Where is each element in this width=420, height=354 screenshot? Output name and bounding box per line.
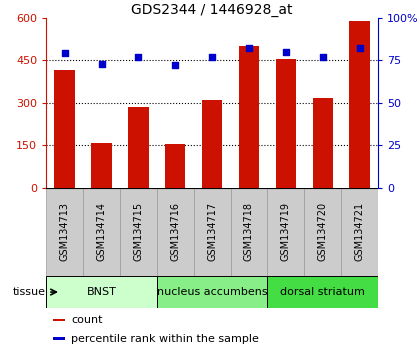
Bar: [304, 188, 341, 276]
Text: BNST: BNST: [87, 287, 116, 297]
Text: count: count: [71, 315, 103, 325]
Bar: [128, 107, 149, 188]
Bar: [157, 276, 268, 308]
Bar: [268, 188, 304, 276]
Bar: [53, 337, 65, 340]
Point: [319, 54, 326, 59]
Bar: [268, 276, 378, 308]
Text: GSM134716: GSM134716: [170, 202, 180, 261]
Text: GSM134718: GSM134718: [244, 202, 254, 261]
Bar: [120, 188, 157, 276]
Bar: [46, 188, 83, 276]
Bar: [202, 100, 222, 188]
Text: nucleus accumbens: nucleus accumbens: [157, 287, 268, 297]
Bar: [349, 21, 370, 188]
Bar: [231, 188, 268, 276]
Point: [135, 54, 142, 59]
Text: GSM134721: GSM134721: [354, 202, 365, 262]
Point: [283, 49, 289, 55]
Bar: [53, 319, 65, 321]
Text: GSM134713: GSM134713: [60, 202, 70, 261]
Text: percentile rank within the sample: percentile rank within the sample: [71, 333, 259, 344]
Bar: [55, 70, 75, 188]
Point: [98, 61, 105, 67]
Bar: [46, 276, 157, 308]
Bar: [92, 143, 112, 188]
Bar: [165, 144, 185, 188]
Point: [246, 45, 252, 51]
Point: [356, 45, 363, 51]
Title: GDS2344 / 1446928_at: GDS2344 / 1446928_at: [131, 3, 293, 17]
Bar: [194, 188, 231, 276]
Point: [172, 62, 178, 68]
Text: GSM134719: GSM134719: [281, 202, 291, 261]
Bar: [83, 188, 120, 276]
Text: GSM134717: GSM134717: [207, 202, 217, 262]
Bar: [239, 46, 259, 188]
Bar: [276, 59, 296, 188]
Bar: [157, 188, 194, 276]
Bar: [312, 98, 333, 188]
Text: GSM134720: GSM134720: [318, 202, 328, 262]
Text: GSM134714: GSM134714: [97, 202, 107, 261]
Point: [61, 51, 68, 56]
Text: dorsal striatum: dorsal striatum: [280, 287, 365, 297]
Text: tissue: tissue: [13, 287, 46, 297]
Text: GSM134715: GSM134715: [134, 202, 143, 262]
Point: [209, 54, 215, 59]
Bar: [341, 188, 378, 276]
